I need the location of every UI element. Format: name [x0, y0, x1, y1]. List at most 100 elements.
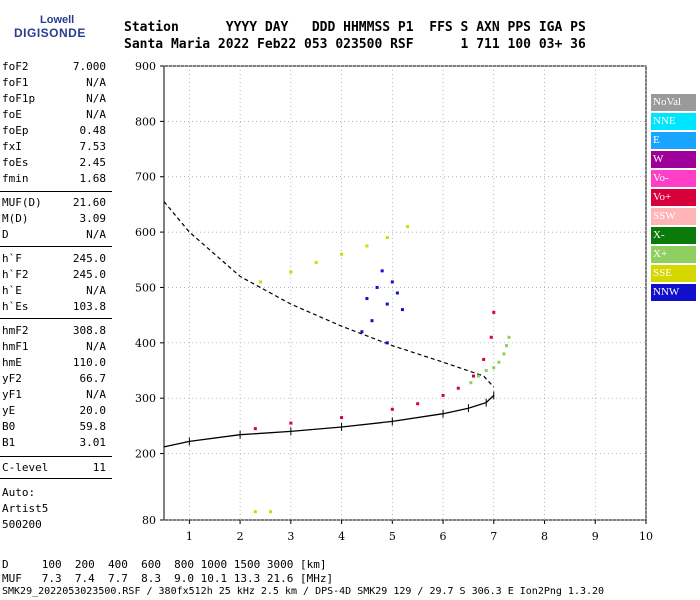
- logo-line2: DIGISONDE: [14, 26, 86, 40]
- legend-item: NNE: [651, 113, 696, 130]
- data-point: [492, 366, 496, 370]
- param-name: foE: [2, 108, 22, 121]
- param-value: 0.48: [79, 124, 107, 137]
- param-value: 103.8: [72, 300, 106, 313]
- param-name: yF2: [2, 372, 22, 385]
- data-point: [258, 280, 262, 284]
- data-point: [456, 386, 460, 390]
- param-name: hmE: [2, 356, 22, 369]
- param-value: N/A: [86, 108, 106, 121]
- data-point: [340, 416, 344, 420]
- legend-item: Vo+: [651, 189, 696, 206]
- param-row: yF2 66.7: [2, 372, 106, 388]
- data-point: [314, 261, 318, 265]
- param-value: 7.000: [72, 60, 106, 73]
- legend-item: SSW: [651, 208, 696, 225]
- param-value: 66.7: [79, 372, 107, 385]
- param-value: 245.0: [72, 268, 106, 281]
- data-point: [289, 421, 293, 425]
- data-point: [441, 393, 445, 397]
- param-name: B1: [2, 436, 16, 449]
- data-point: [469, 381, 473, 385]
- param-row: yE 20.0: [2, 404, 106, 420]
- data-point: [497, 360, 501, 364]
- param-name: h`E: [2, 284, 22, 297]
- param-name: yE: [2, 404, 16, 417]
- legend-item: SSE: [651, 265, 696, 282]
- data-point: [370, 319, 374, 323]
- param-row: hmF2 308.8: [2, 324, 106, 340]
- data-point: [385, 302, 389, 306]
- data-point: [253, 510, 257, 514]
- data-point: [416, 402, 420, 406]
- data-point: [340, 252, 344, 256]
- y-tick-label: 200: [135, 448, 156, 461]
- data-point: [289, 270, 293, 274]
- param-name: C-level: [2, 461, 49, 474]
- param-value: 7.53: [79, 140, 107, 153]
- param-row: foE N/A: [2, 108, 106, 124]
- param-name: foF1p: [2, 92, 36, 105]
- y-tick-label: 300: [135, 392, 156, 405]
- param-value: 110.0: [72, 356, 106, 369]
- param-row: foEs 2.45: [2, 156, 106, 172]
- param-name: M(D): [2, 212, 29, 225]
- data-point: [385, 341, 389, 345]
- param-row: h`F2 245.0: [2, 268, 106, 284]
- param-row: B0 59.8: [2, 420, 106, 436]
- param-name: foEp: [2, 124, 29, 137]
- y-tick-label: 800: [135, 115, 156, 128]
- data-point: [406, 225, 410, 229]
- separator: [0, 318, 112, 319]
- param-value: N/A: [86, 284, 106, 297]
- y-tick-label: 900: [135, 60, 156, 73]
- legend-item: NNW: [651, 284, 696, 301]
- data-point: [492, 310, 496, 314]
- y-tick-label: 600: [135, 226, 156, 239]
- param-name: hmF1: [2, 340, 29, 353]
- param-row: h`F 245.0: [2, 252, 106, 268]
- x-tick-label: 9: [592, 530, 599, 543]
- param-row: h`E N/A: [2, 284, 106, 300]
- param-value: 2.45: [79, 156, 107, 169]
- x-tick-label: 4: [338, 530, 345, 543]
- header-values: Santa Maria 2022 Feb22 053 023500 RSF 1 …: [124, 37, 586, 52]
- y-tick-label: 500: [135, 281, 156, 294]
- param-row: M(D) 3.09: [2, 212, 106, 228]
- auto-code: 500200: [2, 518, 42, 531]
- param-name: foF2: [2, 60, 29, 73]
- x-tick-label: 2: [237, 530, 244, 543]
- data-point: [360, 330, 364, 334]
- footer-muf: MUF 7.3 7.4 7.7 8.3 9.0 10.1 13.3 21.6 […: [2, 572, 334, 585]
- x-tick-label: 1: [186, 530, 193, 543]
- param-value: 59.8: [79, 420, 107, 433]
- separator: [0, 191, 112, 192]
- param-value: 11: [92, 461, 106, 474]
- param-value: N/A: [86, 228, 106, 241]
- param-row: MUF(D) 21.60: [2, 196, 106, 212]
- logo-line1: Lowell: [40, 14, 75, 26]
- param-value: 245.0: [72, 252, 106, 265]
- param-row: yF1 N/A: [2, 388, 106, 404]
- x-tick-label: 3: [287, 530, 294, 543]
- footer-distance: D 100 200 400 600 800 1000 1500 3000 [km…: [2, 558, 327, 571]
- plot-frame: [163, 65, 647, 521]
- param-value: N/A: [86, 92, 106, 105]
- data-point: [269, 510, 273, 514]
- data-point: [400, 308, 404, 312]
- data-point: [375, 285, 379, 289]
- data-point: [385, 236, 389, 240]
- data-point: [253, 427, 257, 431]
- separator: [0, 246, 112, 247]
- param-value: 308.8: [72, 324, 106, 337]
- x-tick-label: 7: [490, 530, 497, 543]
- separator: [0, 478, 112, 479]
- auto-artist: Artist5: [2, 502, 49, 515]
- param-row: D N/A: [2, 228, 106, 244]
- y-tick-label: 700: [135, 171, 156, 184]
- param-row: C-level 11: [2, 461, 106, 477]
- virtual-height-curve: [163, 201, 495, 388]
- param-row: h`Es 103.8: [2, 300, 106, 316]
- param-name: foEs: [2, 156, 29, 169]
- param-value: 20.0: [79, 404, 107, 417]
